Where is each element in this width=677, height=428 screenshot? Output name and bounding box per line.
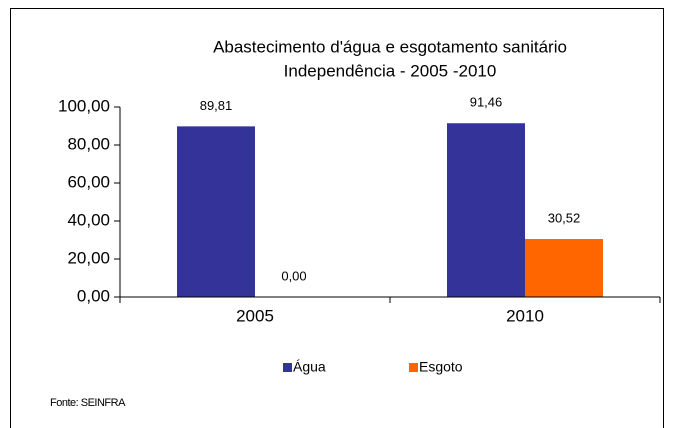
bar xyxy=(177,126,255,298)
y-tick-label: 40,00 xyxy=(67,210,110,229)
value-label: 0,00 xyxy=(281,268,306,283)
chart-title: Abastecimento d'água e esgotamento sanit… xyxy=(213,37,567,56)
y-tick-label: 100,00 xyxy=(58,96,110,115)
y-tick-label: 60,00 xyxy=(67,172,110,191)
legend-label: Água xyxy=(293,359,326,375)
y-tick-label: 20,00 xyxy=(67,248,110,267)
x-tick-label: 2005 xyxy=(236,306,274,325)
bar xyxy=(447,123,525,297)
value-label: 89,81 xyxy=(200,98,233,113)
value-label: 91,46 xyxy=(470,95,503,110)
y-tick-label: 80,00 xyxy=(67,134,110,153)
value-label: 30,52 xyxy=(548,210,581,225)
legend-label: Esgoto xyxy=(419,359,463,375)
legend-swatch xyxy=(409,363,418,372)
bar xyxy=(525,239,603,297)
legend-swatch xyxy=(283,363,292,372)
chart-subtitle: Independência - 2005 -2010 xyxy=(284,61,497,80)
x-tick-label: 2010 xyxy=(506,306,544,325)
chart-frame xyxy=(10,8,664,428)
y-tick-label: 0,00 xyxy=(77,286,110,305)
source-note: Fonte: SEINFRA xyxy=(50,397,126,409)
